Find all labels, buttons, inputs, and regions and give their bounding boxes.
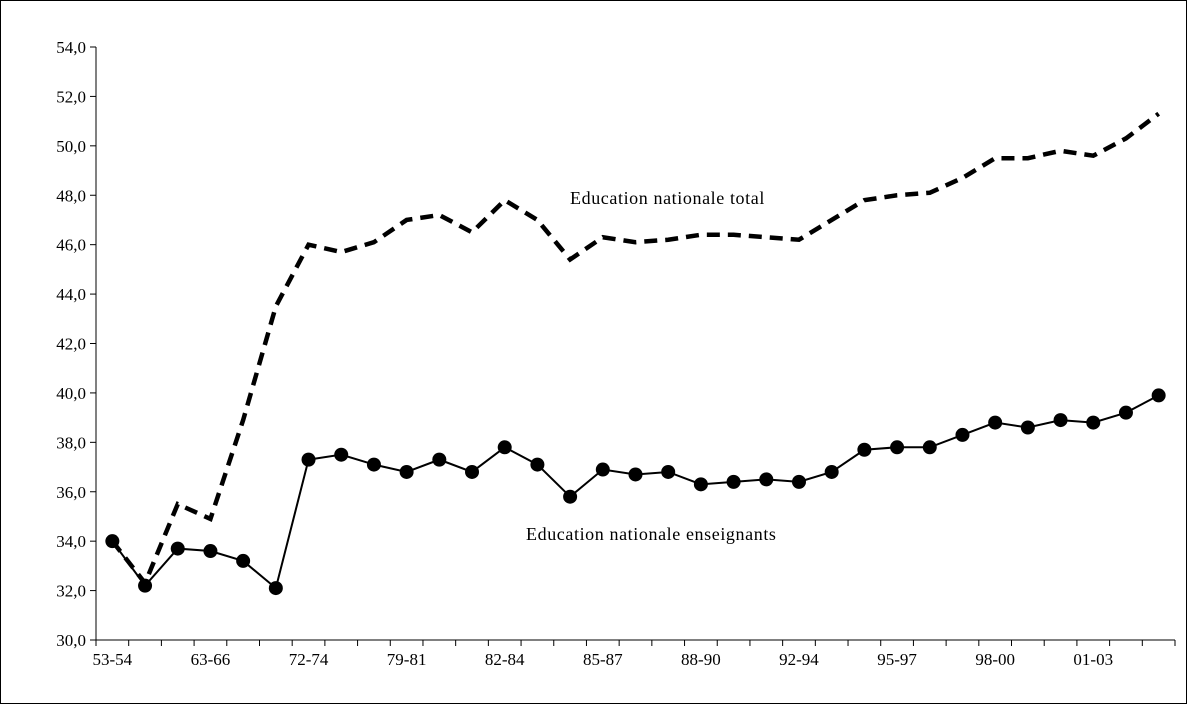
data-point-enseignants — [138, 578, 153, 593]
y-tick-label: 46,0 — [56, 236, 86, 255]
data-point-enseignants — [268, 581, 283, 596]
x-tick-label: 01-03 — [1073, 650, 1113, 669]
annotation-total: Education nationale total — [570, 188, 765, 208]
data-point-enseignants — [530, 457, 545, 472]
y-tick-label: 52,0 — [56, 87, 86, 106]
y-tick-label: 50,0 — [56, 137, 86, 156]
x-tick-label: 95-97 — [877, 650, 917, 669]
data-point-enseignants — [432, 452, 447, 467]
annotation-enseignants: Education nationale enseignants — [526, 524, 777, 544]
data-point-enseignants — [366, 457, 381, 472]
data-point-enseignants — [1020, 420, 1035, 435]
data-point-enseignants — [497, 440, 512, 455]
data-point-enseignants — [922, 440, 937, 455]
data-point-enseignants — [759, 472, 774, 487]
data-point-enseignants — [890, 440, 905, 455]
x-tick-label: 98-00 — [975, 650, 1015, 669]
data-point-enseignants — [857, 442, 872, 457]
x-tick-label: 85-87 — [583, 650, 623, 669]
y-tick-label: 38,0 — [56, 433, 86, 452]
data-point-enseignants — [334, 447, 349, 462]
data-point-enseignants — [105, 534, 120, 549]
data-point-enseignants — [628, 467, 643, 482]
data-point-enseignants — [661, 464, 676, 479]
data-point-enseignants — [301, 452, 316, 467]
data-point-enseignants — [1151, 388, 1166, 403]
y-tick-label: 42,0 — [56, 335, 86, 354]
y-tick-label: 36,0 — [56, 483, 86, 502]
data-point-enseignants — [988, 415, 1003, 430]
data-point-enseignants — [203, 544, 218, 559]
data-point-enseignants — [726, 474, 741, 489]
data-point-enseignants — [563, 489, 578, 504]
y-tick-label: 54,0 — [56, 38, 86, 57]
data-point-enseignants — [595, 462, 610, 477]
data-point-enseignants — [824, 464, 839, 479]
data-point-enseignants — [791, 474, 806, 489]
x-tick-label: 88-90 — [681, 650, 721, 669]
data-point-enseignants — [465, 464, 480, 479]
y-tick-label: 40,0 — [56, 384, 86, 403]
y-tick-label: 48,0 — [56, 186, 86, 205]
data-point-enseignants — [693, 477, 708, 492]
x-tick-label: 63-66 — [191, 650, 231, 669]
data-point-enseignants — [170, 541, 185, 556]
x-tick-label: 53-54 — [93, 650, 133, 669]
data-point-enseignants — [399, 464, 414, 479]
x-tick-label: 72-74 — [289, 650, 329, 669]
x-tick-label: 82-84 — [485, 650, 525, 669]
data-point-enseignants — [1086, 415, 1101, 430]
y-tick-label: 32,0 — [56, 582, 86, 601]
data-point-enseignants — [236, 553, 251, 568]
y-tick-label: 30,0 — [56, 631, 86, 650]
data-point-enseignants — [955, 427, 970, 442]
data-point-enseignants — [1053, 413, 1068, 428]
x-tick-label: 79-81 — [387, 650, 427, 669]
series-line-total — [110, 111, 1161, 588]
data-point-enseignants — [1118, 405, 1133, 420]
y-tick-label: 44,0 — [56, 285, 86, 304]
y-tick-label: 34,0 — [56, 532, 86, 551]
x-tick-label: 92-94 — [779, 650, 819, 669]
